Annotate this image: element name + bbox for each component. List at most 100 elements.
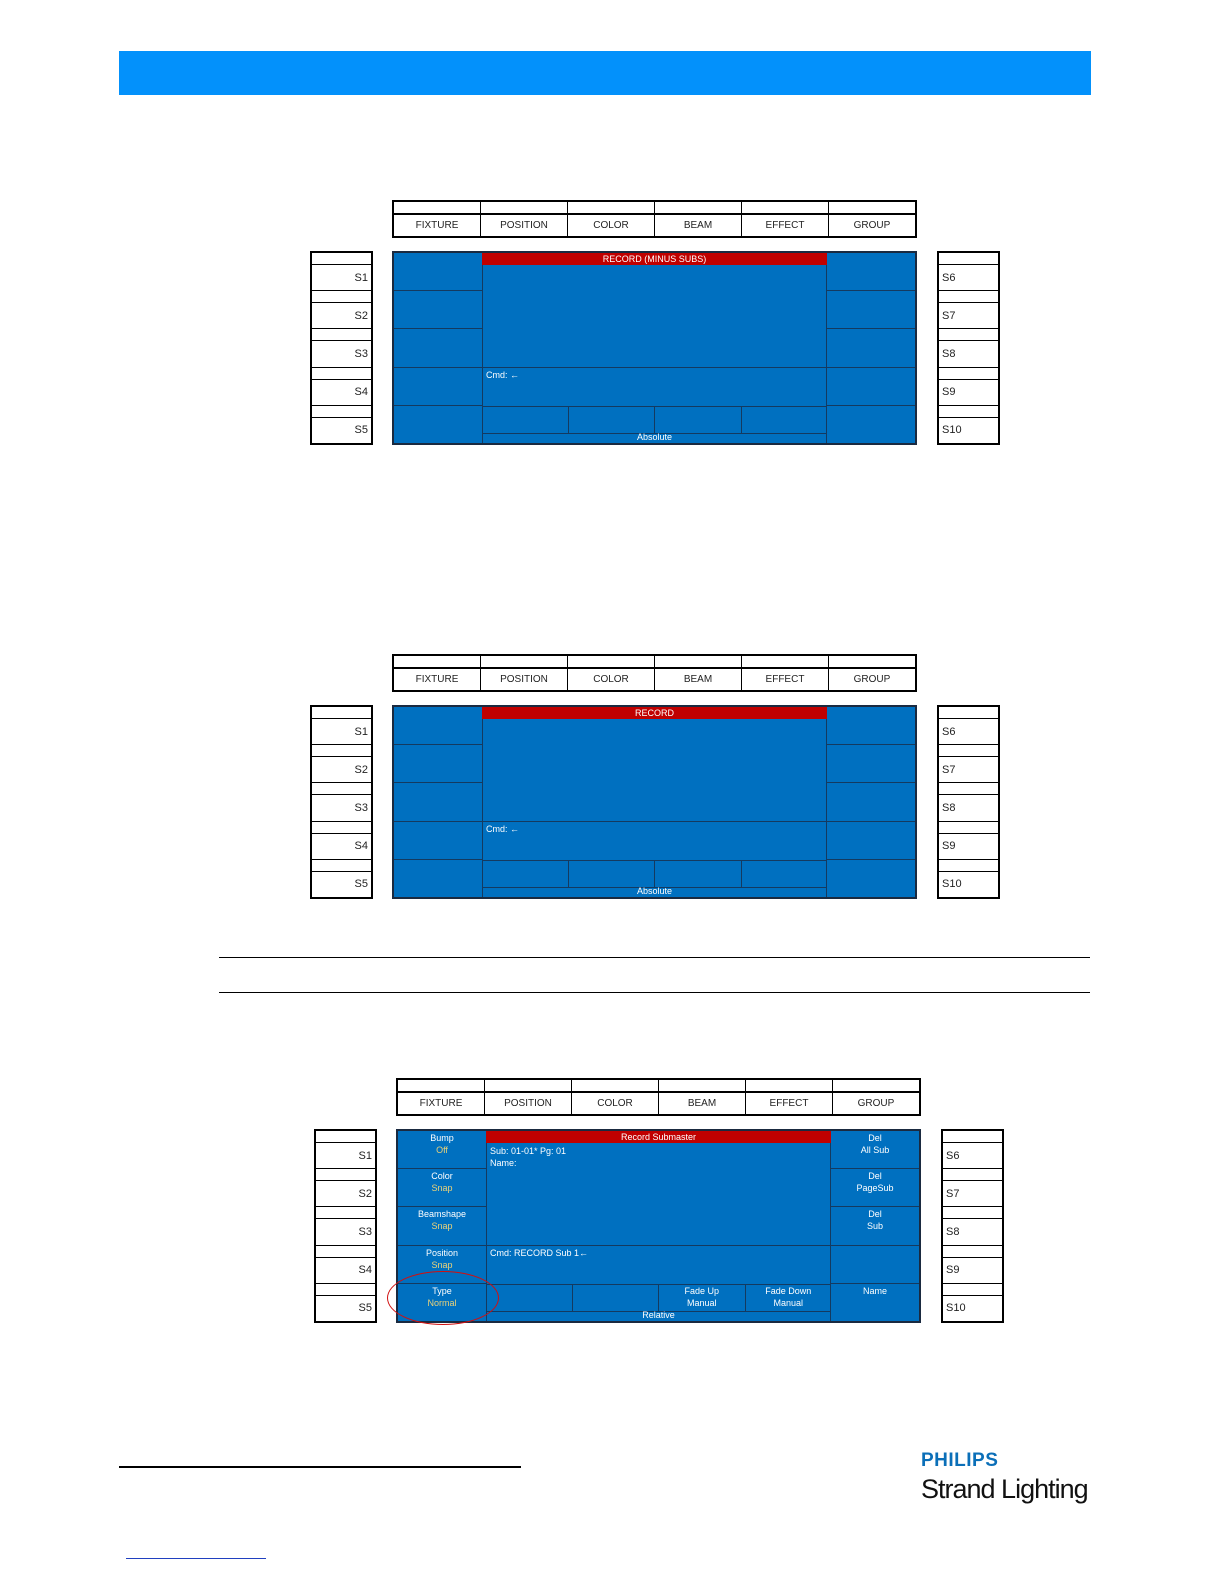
screen-softkey[interactable]: Name: [831, 1284, 919, 1321]
bottom-cell[interactable]: [482, 407, 569, 433]
softkey-s8[interactable]: S8: [939, 329, 998, 368]
screen-softkey[interactable]: [827, 253, 915, 292]
screen-softkey[interactable]: [827, 783, 915, 822]
screen-softkey[interactable]: Color Snap: [398, 1169, 486, 1208]
tab-group[interactable]: GROUP: [829, 202, 915, 236]
screen-softkey[interactable]: [827, 368, 915, 406]
tab-beam[interactable]: BEAM: [655, 202, 742, 236]
softkey-s5[interactable]: S5: [312, 406, 371, 443]
tab-top-cell: [742, 656, 828, 669]
softkey-s2[interactable]: S2: [312, 291, 371, 330]
softkey-s5[interactable]: S5: [312, 860, 371, 897]
screen-softkey[interactable]: Del PageSub: [831, 1169, 919, 1208]
screen-softkey[interactable]: [827, 745, 915, 784]
softkey-s10[interactable]: S10: [939, 406, 998, 443]
bottom-cell[interactable]: [742, 407, 828, 433]
tab-fixture[interactable]: FIXTURE: [394, 202, 481, 236]
softkey-s3[interactable]: S3: [316, 1207, 375, 1246]
tab-color[interactable]: COLOR: [568, 656, 655, 690]
softkey-s5[interactable]: S5: [316, 1284, 375, 1321]
softkey-s10[interactable]: S10: [943, 1284, 1002, 1321]
screen-softkey[interactable]: [394, 253, 482, 292]
softkey-top-cell: [316, 1284, 375, 1296]
bottom-cell[interactable]: Fade Up Manual: [659, 1285, 746, 1311]
softkey-s2[interactable]: S2: [316, 1169, 375, 1208]
softkey-s3[interactable]: S3: [312, 783, 371, 822]
tab-beam[interactable]: BEAM: [659, 1080, 746, 1114]
tab-effect[interactable]: EFFECT: [746, 1080, 833, 1114]
screen-softkey[interactable]: [394, 291, 482, 330]
bottom-cell[interactable]: [655, 861, 742, 887]
screen-softkey[interactable]: [394, 783, 482, 822]
tab-beam[interactable]: BEAM: [655, 656, 742, 690]
softkey-s2[interactable]: S2: [312, 745, 371, 784]
screen-softkey[interactable]: [827, 707, 915, 746]
softkey-labels-right: S6 S7 S8 S9 S10: [937, 251, 1000, 445]
tab-position[interactable]: POSITION: [481, 202, 568, 236]
bottom-cell[interactable]: [742, 861, 828, 887]
tab-effect[interactable]: EFFECT: [742, 202, 829, 236]
bottom-cell[interactable]: [482, 861, 569, 887]
screen-softkey[interactable]: Del Sub: [831, 1207, 919, 1246]
screen-softkey[interactable]: [394, 745, 482, 784]
softkey-s9[interactable]: S9: [943, 1246, 1002, 1284]
bottom-cell[interactable]: [486, 1285, 573, 1311]
softkey-top-cell: [939, 822, 998, 834]
tab-fixture[interactable]: FIXTURE: [394, 656, 481, 690]
bottom-cell[interactable]: [655, 407, 742, 433]
softkey-s4[interactable]: S4: [316, 1246, 375, 1284]
screen-softkey[interactable]: Beamshape Snap: [398, 1207, 486, 1246]
softkey-s3[interactable]: S3: [312, 329, 371, 368]
bottom-cell[interactable]: [569, 407, 655, 433]
bottom-cell[interactable]: [573, 1285, 659, 1311]
tab-fixture[interactable]: FIXTURE: [398, 1080, 485, 1114]
softkey-s9[interactable]: S9: [939, 822, 998, 860]
softkey-s4[interactable]: S4: [312, 822, 371, 860]
softkey-s7[interactable]: S7: [939, 745, 998, 784]
softkey-s8[interactable]: S8: [943, 1207, 1002, 1246]
softkey-s6[interactable]: S6: [939, 253, 998, 292]
softkey-name: Del: [868, 1171, 882, 1182]
screen-softkey[interactable]: [827, 291, 915, 330]
screen-softkey[interactable]: Del All Sub: [831, 1131, 919, 1170]
tab-color[interactable]: COLOR: [568, 202, 655, 236]
softkey-s7[interactable]: S7: [943, 1169, 1002, 1208]
softkey-label: S8: [942, 802, 956, 814]
screen-softkey[interactable]: [394, 860, 482, 897]
screen-softkey[interactable]: [394, 822, 482, 860]
softkey-label: S10: [942, 878, 962, 891]
screen-softkey[interactable]: [394, 329, 482, 368]
tab-position[interactable]: POSITION: [481, 656, 568, 690]
softkey-top-cell: [943, 1284, 1002, 1296]
softkey-s6[interactable]: S6: [943, 1131, 1002, 1170]
softkey-s6[interactable]: S6: [939, 707, 998, 746]
tab-label: POSITION: [504, 1098, 552, 1109]
bottom-cell[interactable]: Fade Down Manual: [746, 1285, 832, 1311]
screen-softkey[interactable]: [827, 329, 915, 368]
screen-softkey[interactable]: [827, 406, 915, 443]
screen-softkey[interactable]: [394, 707, 482, 746]
softkey-s4[interactable]: S4: [312, 368, 371, 406]
tab-group[interactable]: GROUP: [829, 656, 915, 690]
bottom-cell[interactable]: [569, 861, 655, 887]
screen-softkey[interactable]: [831, 1246, 919, 1284]
softkey-s10[interactable]: S10: [939, 860, 998, 897]
screen-softkey[interactable]: [394, 368, 482, 406]
screen-softkey[interactable]: Bump Off: [398, 1131, 486, 1170]
softkey-label: S1: [358, 1149, 372, 1162]
screen-softkey[interactable]: [827, 822, 915, 860]
screen-softkey[interactable]: [394, 406, 482, 443]
softkey-s9[interactable]: S9: [939, 368, 998, 406]
tab-top-cell: [746, 1080, 832, 1093]
softkey-s1[interactable]: S1: [312, 253, 371, 292]
screen-softkey[interactable]: [827, 860, 915, 897]
tab-group[interactable]: GROUP: [833, 1080, 919, 1114]
tab-color[interactable]: COLOR: [572, 1080, 659, 1114]
tab-position[interactable]: POSITION: [485, 1080, 572, 1114]
softkey-s1[interactable]: S1: [312, 707, 371, 746]
tab-effect[interactable]: EFFECT: [742, 656, 829, 690]
softkey-top-cell: [312, 291, 371, 304]
softkey-s1[interactable]: S1: [316, 1131, 375, 1170]
softkey-s7[interactable]: S7: [939, 291, 998, 330]
softkey-s8[interactable]: S8: [939, 783, 998, 822]
